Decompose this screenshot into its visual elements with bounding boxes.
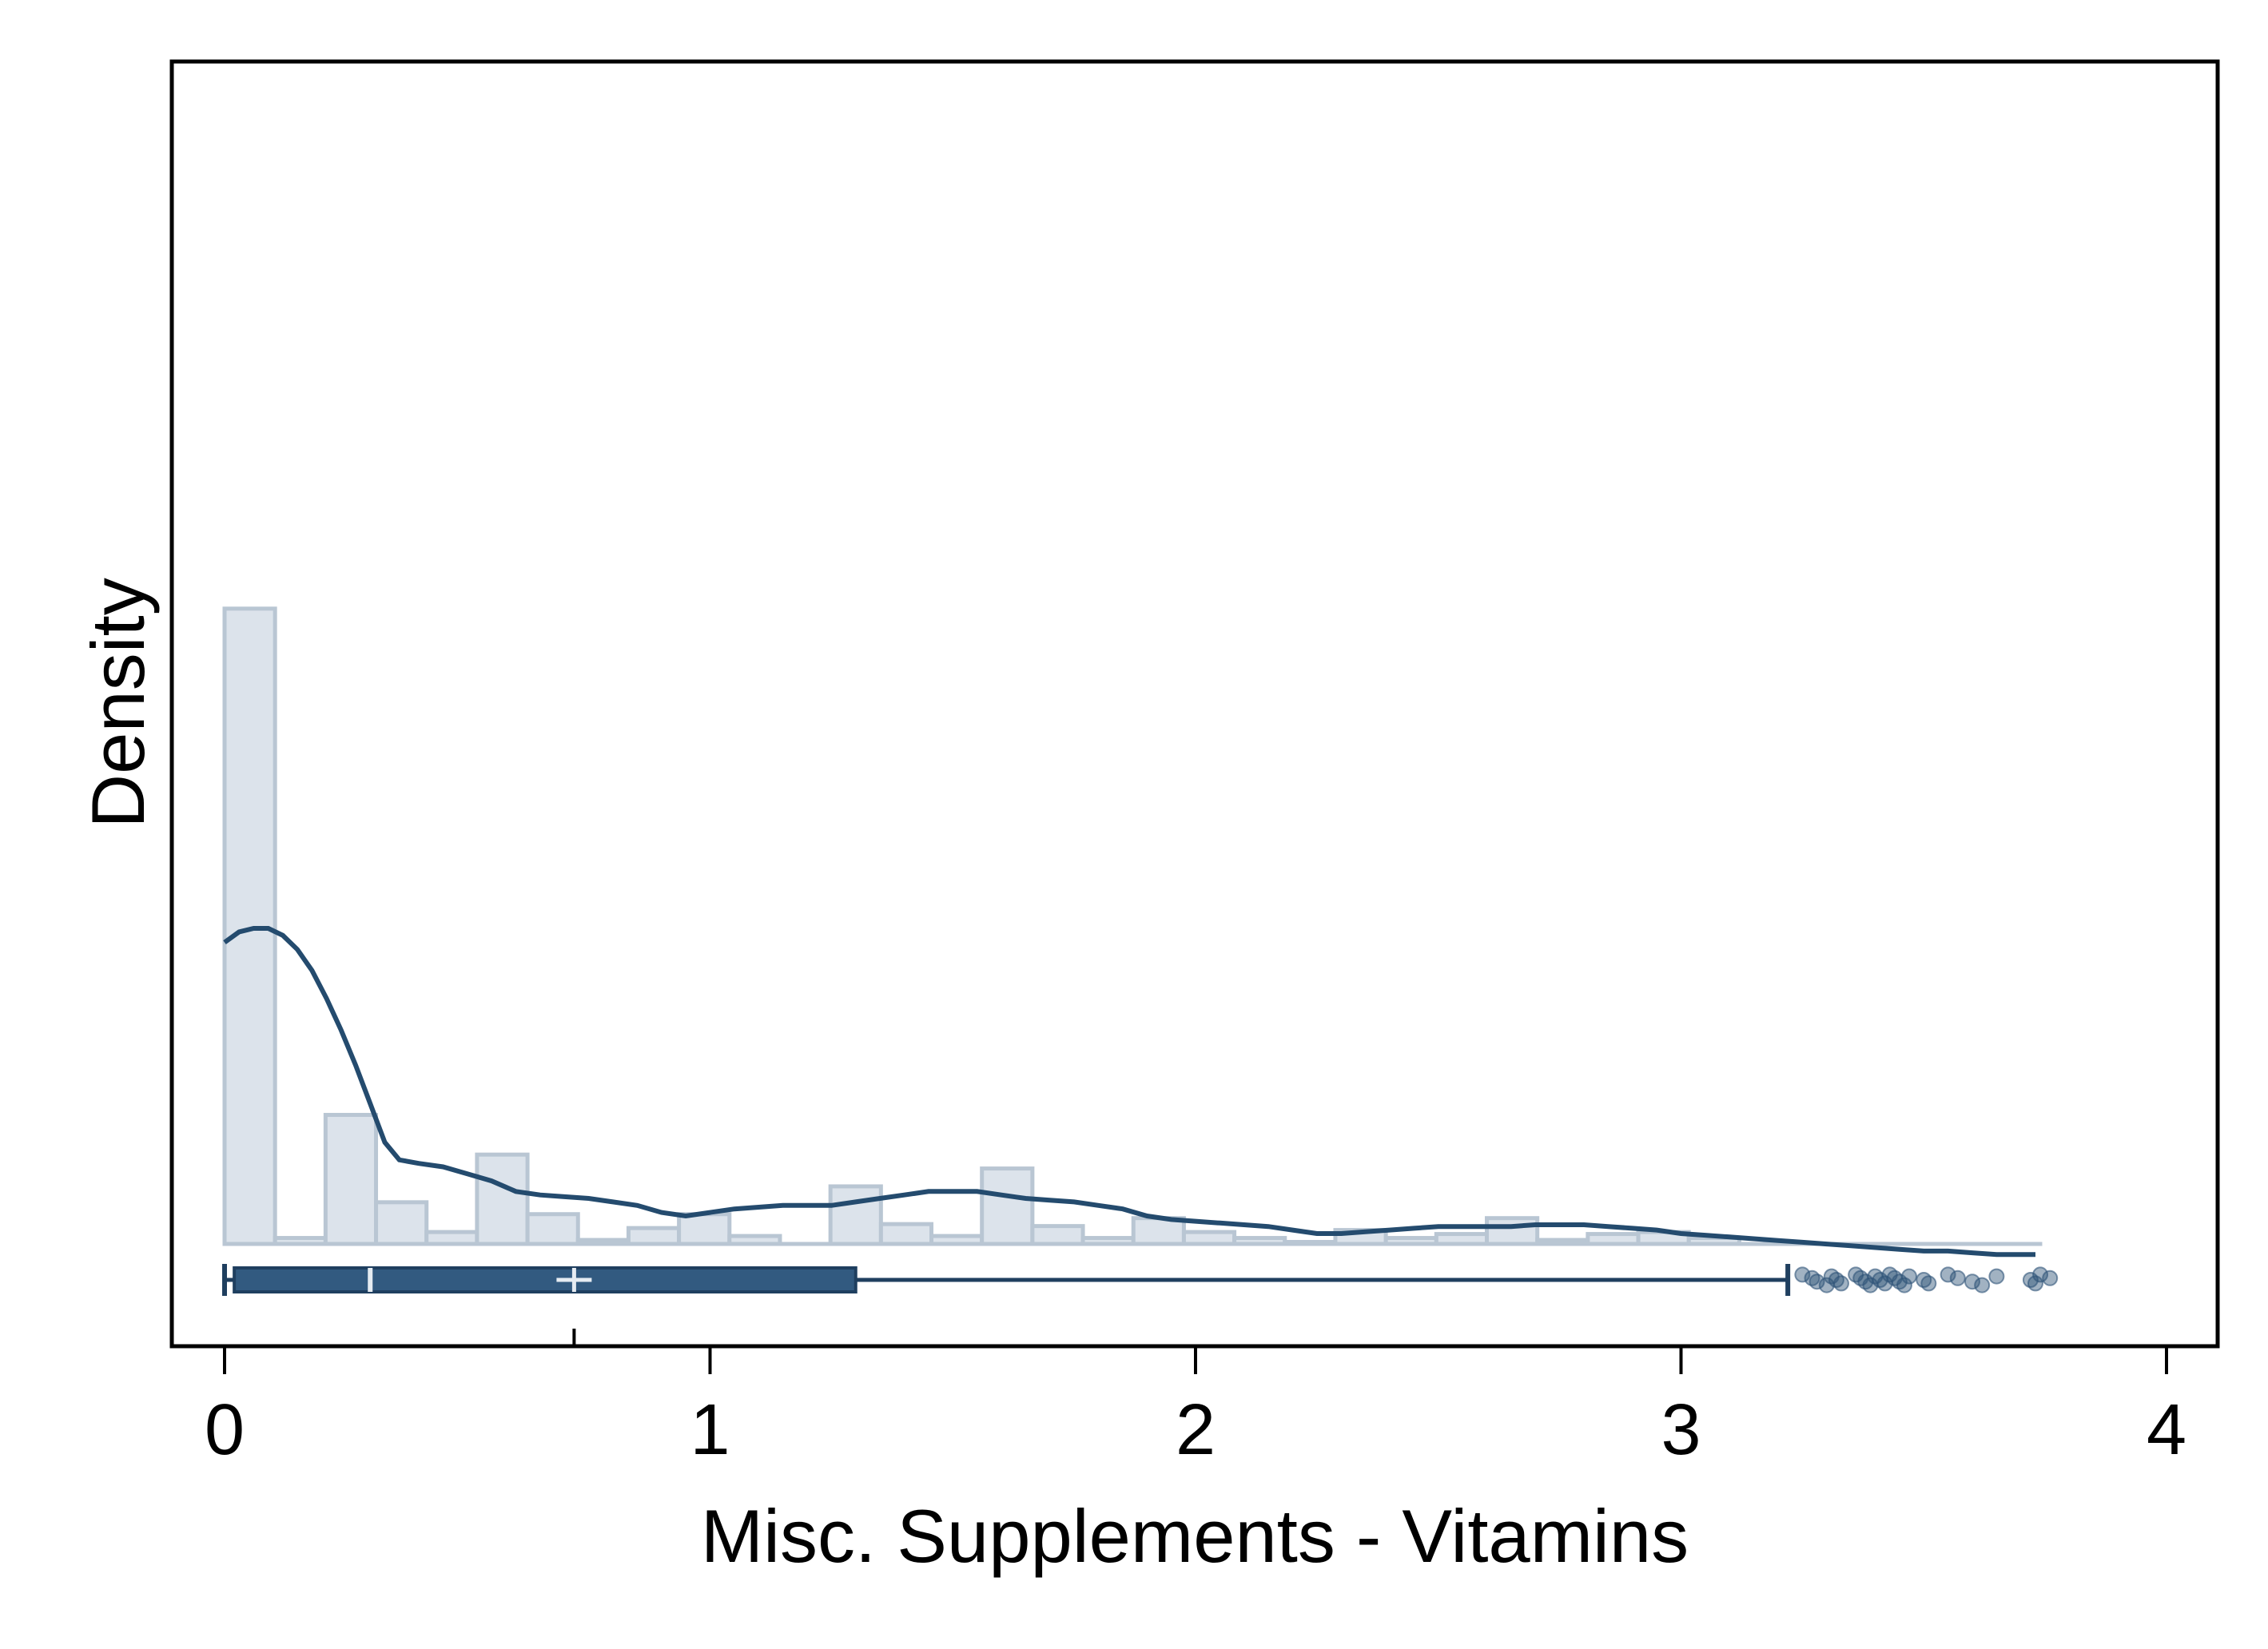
- histogram-bar: [1485, 1216, 1540, 1246]
- outlier-point: [1808, 1274, 1825, 1290]
- x-tick-label: 1: [690, 1390, 730, 1470]
- histogram-bar: [1030, 1224, 1085, 1246]
- x-tick-label: 0: [205, 1390, 245, 1470]
- box-plot: [222, 1264, 1791, 1296]
- outlier-point: [2042, 1270, 2059, 1286]
- x-tick-label: 3: [1661, 1390, 1701, 1470]
- x-axis-ticks: 0 1 2 3 4: [205, 1346, 2186, 1470]
- x-tick-label: 4: [2147, 1390, 2186, 1470]
- outlier-point: [1832, 1275, 1849, 1292]
- outlier-points: [1794, 1266, 2059, 1293]
- histogram-bar: [626, 1226, 682, 1246]
- histogram-bar: [323, 1112, 379, 1246]
- histogram-bar: [475, 1152, 530, 1246]
- histogram-bar: [525, 1212, 580, 1246]
- histogram-bar: [828, 1184, 883, 1246]
- histogram-bar: [374, 1200, 429, 1246]
- outlier-point: [1949, 1270, 1966, 1286]
- outlier-point: [1896, 1277, 1912, 1293]
- y-axis-label: Density: [76, 578, 160, 828]
- outlier-point: [2027, 1275, 2043, 1292]
- outlier-point: [1940, 1266, 1956, 1283]
- histogram-bars: [222, 606, 2043, 1246]
- x-axis-label: Misc. Supplements - Vitamins: [701, 1494, 1689, 1578]
- outlier-point: [1901, 1268, 1918, 1285]
- x-tick-label: 2: [1176, 1390, 1216, 1470]
- histogram-bar: [677, 1212, 732, 1246]
- outlier-point: [1974, 1277, 1991, 1293]
- iqr-box: [233, 1266, 857, 1293]
- outlier-point: [2032, 1266, 2049, 1283]
- histogram-bar: [878, 1222, 934, 1246]
- outlier-point: [1794, 1266, 1811, 1283]
- density-curve: [223, 926, 2035, 1258]
- outlier-point: [1920, 1275, 1937, 1292]
- outlier-point: [1988, 1268, 2005, 1285]
- histogram-bar: [980, 1166, 1035, 1246]
- outlier-point: [1964, 1274, 1980, 1290]
